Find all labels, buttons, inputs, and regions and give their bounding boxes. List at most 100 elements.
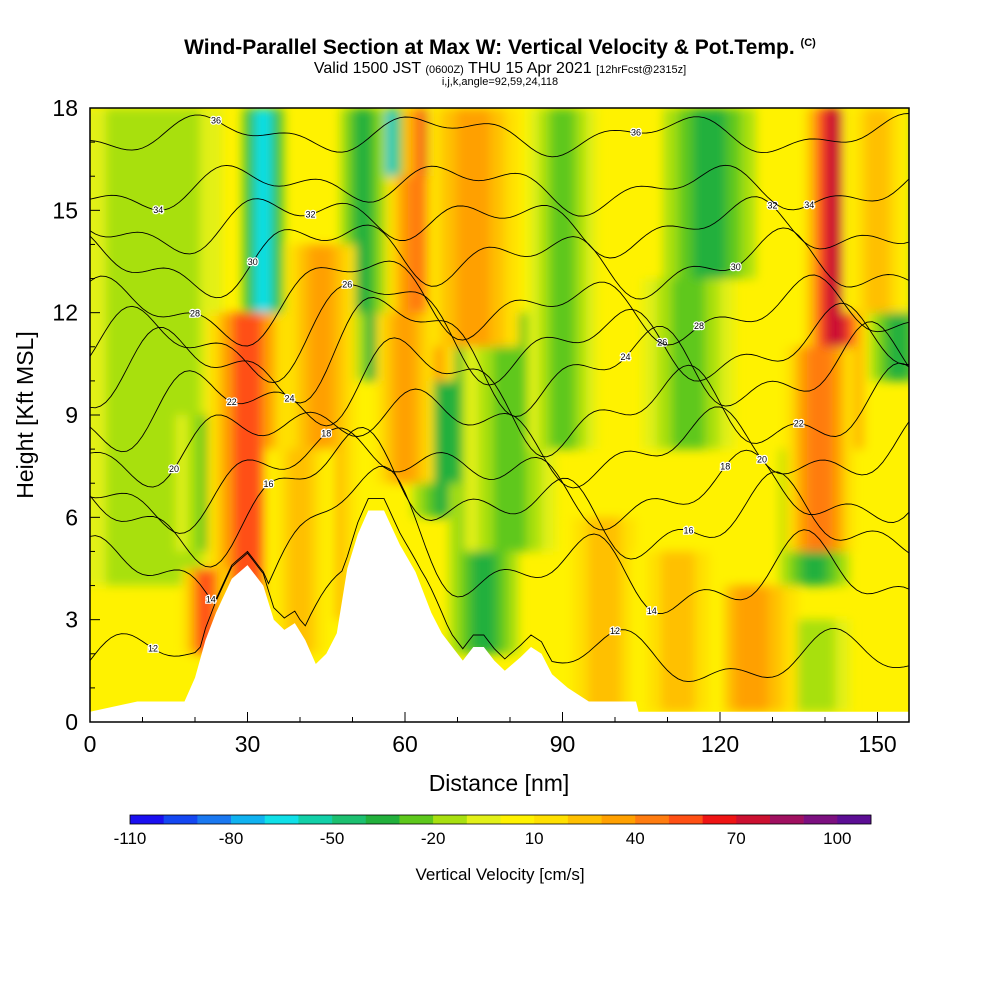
updraft-core xyxy=(864,108,891,313)
contour-label: 32 xyxy=(305,210,315,220)
theta-contour xyxy=(90,260,909,347)
colorbar-swatch xyxy=(534,815,569,824)
downdraft-core xyxy=(127,108,179,586)
updraft-column xyxy=(427,108,520,347)
theta-contour xyxy=(90,427,909,534)
downdraft-core xyxy=(255,108,271,347)
y-tick-label: 18 xyxy=(52,95,78,121)
contour-label: 26 xyxy=(342,280,352,290)
colorbar-tick-label: 100 xyxy=(823,829,851,848)
colorbar-tick-label: 70 xyxy=(727,829,746,848)
subtitle-utc-time: (0600Z) xyxy=(425,64,464,76)
updraft-core xyxy=(734,585,769,712)
downdraft-column xyxy=(642,278,735,450)
downdraft-core xyxy=(493,312,527,552)
x-tick-label: 60 xyxy=(392,731,418,757)
colorbar-swatch xyxy=(601,815,636,824)
subtitle-forecast: [12hrFcst@2315z] xyxy=(596,64,687,76)
colorbar-swatch xyxy=(837,815,872,824)
colorbar-swatch xyxy=(500,815,535,824)
plot-area: 12 12 14 14 16 16 18 18 20 20 22 22 24 24 26 26 28 28 30 30… xyxy=(90,108,909,722)
colorbar-label: Vertical Velocity [cm/s] xyxy=(415,865,584,884)
updraft-core xyxy=(807,346,833,552)
theta-contour xyxy=(90,297,909,417)
y-tick-label: 3 xyxy=(65,607,78,633)
updraft-core xyxy=(394,312,416,484)
y-tick-label: 6 xyxy=(65,504,78,530)
theta-contour xyxy=(90,196,909,259)
contour-label: 28 xyxy=(190,308,200,318)
updraft-core xyxy=(587,517,622,712)
updraft-column xyxy=(842,108,909,313)
contour-label: 32 xyxy=(767,201,777,211)
vertical-velocity-field xyxy=(90,108,909,712)
colorbar-tick-label: -110 xyxy=(114,829,147,848)
colorbar-swatch xyxy=(231,815,266,824)
contour-label: 18 xyxy=(720,461,730,471)
y-axis-label: Height [Kft MSL] xyxy=(12,331,38,498)
contour-label: 22 xyxy=(794,419,804,429)
updraft-core xyxy=(287,449,313,654)
contour-label: 20 xyxy=(757,455,767,465)
theta-contour xyxy=(90,284,909,386)
colorbar-swatch xyxy=(399,815,434,824)
updraft-column xyxy=(785,346,855,552)
contour-label: 20 xyxy=(169,464,179,474)
colorbar-swatch xyxy=(197,815,232,824)
theta-contour xyxy=(90,427,909,568)
x-tick-label: 30 xyxy=(235,731,261,757)
y-tick-label: 12 xyxy=(52,300,78,326)
y-axis: 0 3 6 9 12 15 18 xyxy=(52,95,100,735)
colorbar-swatch xyxy=(567,815,602,824)
downdraft-column xyxy=(527,108,598,450)
theta-contour xyxy=(90,224,909,300)
contour-label: 12 xyxy=(148,644,158,654)
colorbar-swatch xyxy=(702,815,737,824)
downdraft-column xyxy=(663,108,756,279)
downdraft-core xyxy=(671,278,706,450)
theta-contour xyxy=(90,337,909,458)
contour-label: 28 xyxy=(694,321,704,331)
chart-params-line: i,j,k,angle=92,59,24,118 xyxy=(441,76,559,88)
subtitle-valid-time: Valid 1500 JST xyxy=(313,60,421,77)
colorbar-tick-label: 40 xyxy=(626,829,645,848)
colorbar-swatch xyxy=(466,815,501,824)
updraft-core xyxy=(456,108,491,347)
contour-label: 34 xyxy=(153,205,163,215)
y-tick-label: 15 xyxy=(52,197,78,223)
downdraft-core xyxy=(354,108,372,313)
colorbar-swatch xyxy=(130,815,164,824)
chart-title-main: Wind-Parallel Section at Max W: Vertical… xyxy=(184,36,795,59)
chart-title: Wind-Parallel Section at Max W: Vertical… xyxy=(0,36,1000,60)
updraft-core xyxy=(232,312,263,603)
x-axis: 0 30 60 90 120 150 xyxy=(84,712,897,757)
contour-label: 24 xyxy=(620,352,630,362)
colorbar-swatch xyxy=(433,815,468,824)
contour-label: 30 xyxy=(248,257,258,267)
contour-label: 16 xyxy=(263,479,273,489)
colorbar: -110 -80 -50 -20 10 40 70 100 xyxy=(114,814,872,848)
potential-temperature-contours: 12 12 14 14 16 16 18 18 20 20 22 22 24 24 26 26 28 28 30 30… xyxy=(90,113,909,683)
x-tick-label: 120 xyxy=(701,731,739,757)
colorbar-swatch xyxy=(635,815,670,824)
colorbar-swatch xyxy=(365,815,400,824)
contour-label: 18 xyxy=(321,428,331,438)
theta-contour xyxy=(90,465,909,615)
contour-label: 26 xyxy=(657,337,667,347)
theta-contour xyxy=(90,113,909,158)
terrain-mask xyxy=(90,510,909,722)
y-tick-label: 0 xyxy=(65,709,78,735)
colorbar-swatch xyxy=(163,815,198,824)
downdraft-core xyxy=(549,108,576,450)
colorbar-tick-label: -20 xyxy=(421,829,446,848)
colorbar-swatch xyxy=(736,815,771,824)
colorbar-swatch xyxy=(332,815,367,824)
theta-contour xyxy=(90,164,909,217)
theta-contour xyxy=(90,498,909,683)
colorbar-swatch xyxy=(298,815,333,824)
contour-label: 14 xyxy=(647,606,657,616)
theta-contour xyxy=(90,388,909,489)
contour-label: 16 xyxy=(683,526,693,536)
downdraft-core xyxy=(692,108,727,279)
